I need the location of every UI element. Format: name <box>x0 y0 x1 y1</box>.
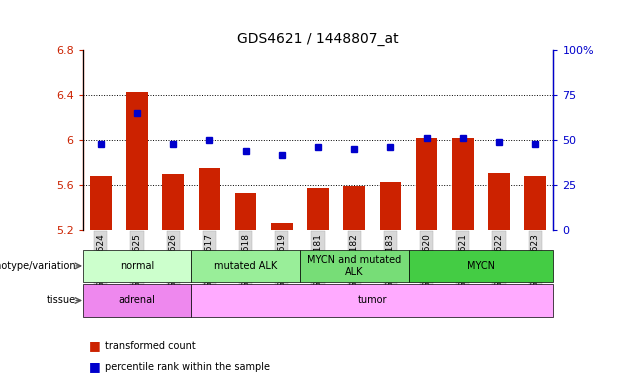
Text: MYCN: MYCN <box>467 261 495 271</box>
Title: GDS4621 / 1448807_at: GDS4621 / 1448807_at <box>237 32 399 46</box>
Bar <box>83 250 191 282</box>
Text: percentile rank within the sample: percentile rank within the sample <box>105 362 270 372</box>
Bar <box>343 186 365 230</box>
Bar <box>271 222 293 230</box>
Text: adrenal: adrenal <box>118 295 155 306</box>
Bar <box>416 138 438 230</box>
Text: ■: ■ <box>89 339 100 352</box>
Text: MYCN and mutated
ALK: MYCN and mutated ALK <box>307 255 401 277</box>
Text: mutated ALK: mutated ALK <box>214 261 277 271</box>
Bar <box>488 173 510 230</box>
Bar <box>307 187 329 230</box>
Bar <box>198 168 220 230</box>
Text: transformed count: transformed count <box>105 341 196 351</box>
Bar <box>83 284 191 317</box>
Text: ■: ■ <box>89 360 100 373</box>
Bar <box>235 193 256 230</box>
Bar <box>162 174 184 230</box>
Bar <box>191 250 300 282</box>
Bar <box>300 250 408 282</box>
Text: normal: normal <box>120 261 154 271</box>
Bar <box>524 176 546 230</box>
Bar <box>191 284 553 317</box>
Bar <box>452 138 474 230</box>
Bar <box>408 250 553 282</box>
Text: genotype/variation: genotype/variation <box>0 261 76 271</box>
Bar <box>126 92 148 230</box>
Bar <box>380 182 401 230</box>
Text: tissue: tissue <box>47 295 76 306</box>
Bar <box>90 176 112 230</box>
Text: tumor: tumor <box>357 295 387 306</box>
